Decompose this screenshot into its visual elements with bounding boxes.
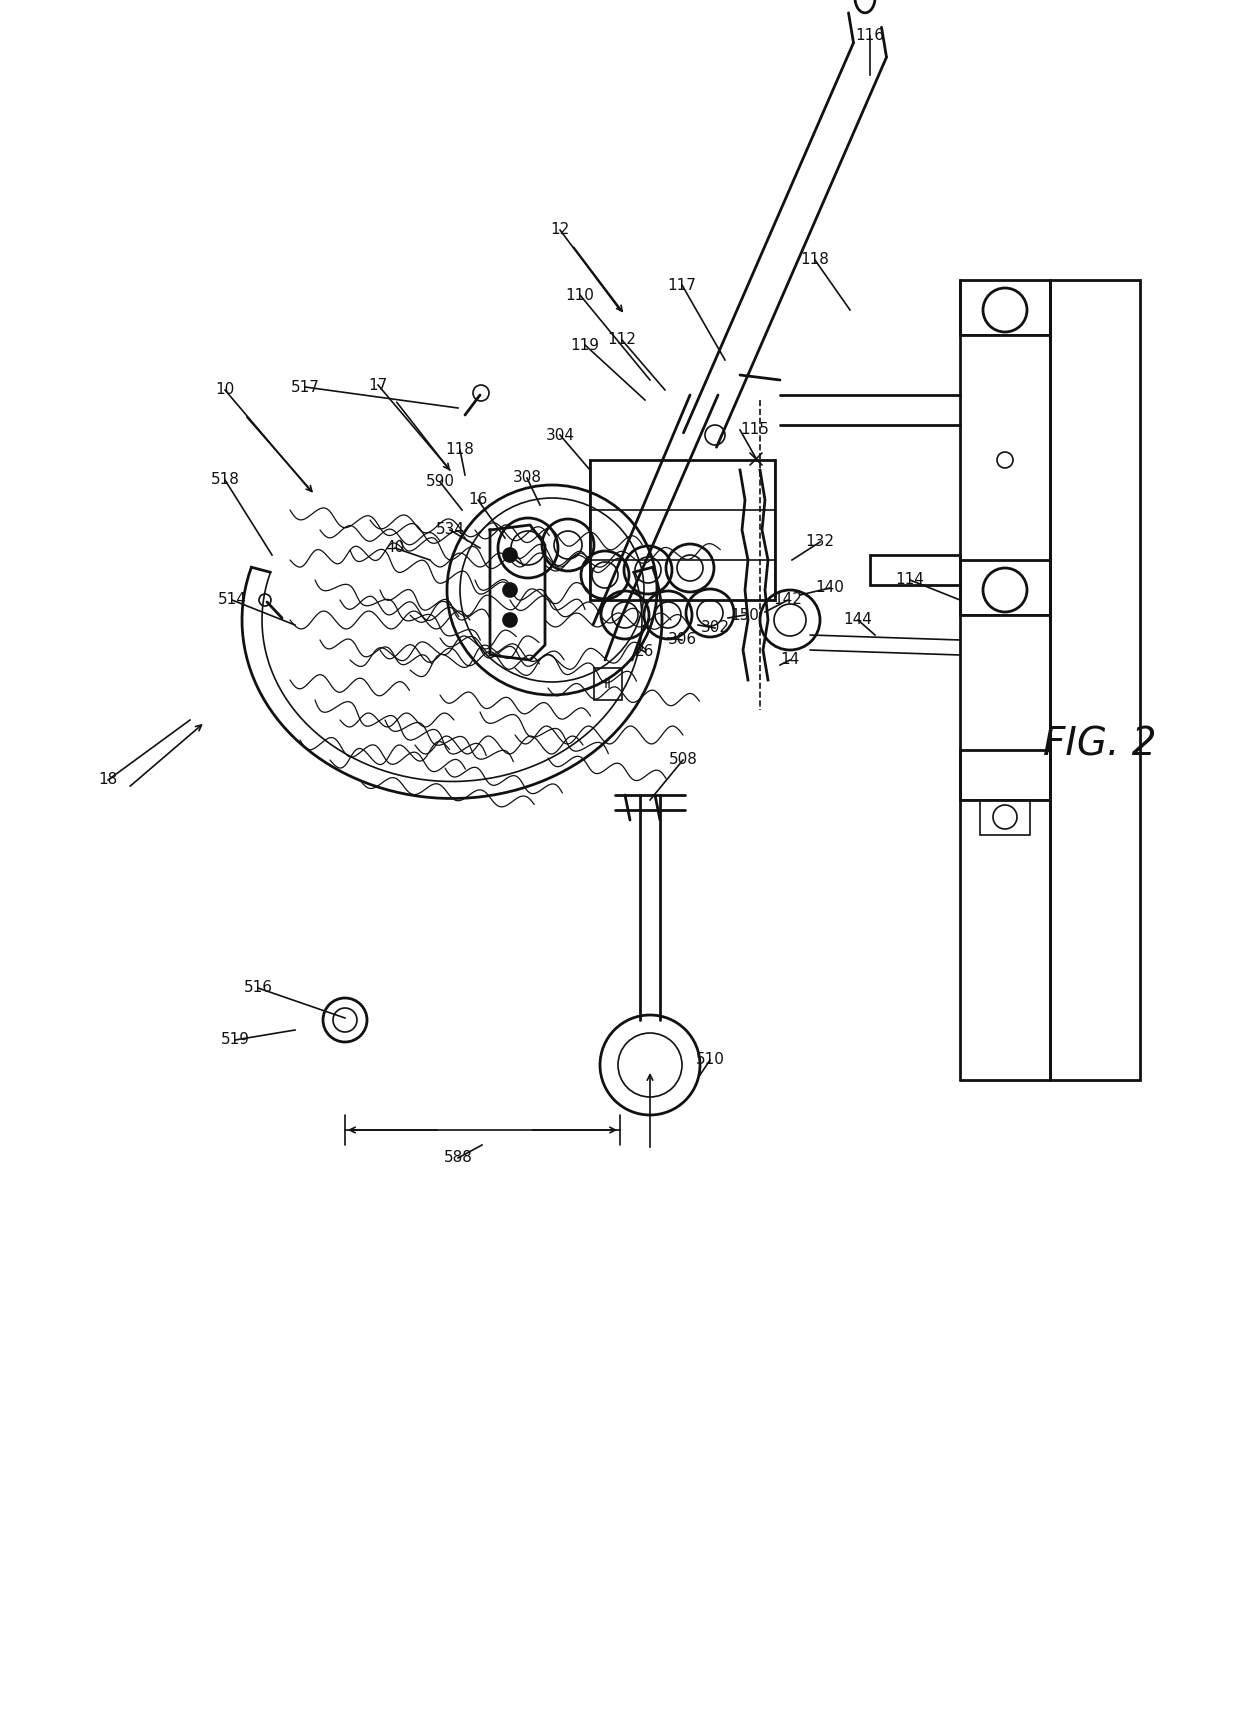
Bar [870,555,960,586]
Circle shape [503,613,517,627]
Text: 40: 40 [386,541,404,555]
Text: 150: 150 [730,608,759,622]
Text: 590: 590 [425,474,455,489]
Text: 308: 308 [512,470,542,486]
Text: 140: 140 [816,581,844,596]
Text: 132: 132 [806,534,835,550]
Text: 12: 12 [551,222,569,238]
Text: 119: 119 [570,338,599,353]
Text: FIG. 2: FIG. 2 [1043,725,1157,763]
Text: 306: 306 [667,632,697,648]
Text: 110: 110 [565,288,594,303]
Text: 144: 144 [843,612,873,627]
Text: 517: 517 [290,379,320,395]
Text: 519: 519 [221,1032,249,1048]
Text: 16: 16 [469,493,487,508]
Text: 26: 26 [635,644,655,660]
Text: 117: 117 [667,277,697,293]
Text: 534: 534 [435,522,465,538]
Bar [980,799,1030,836]
Text: 18: 18 [98,772,118,787]
Bar [590,460,775,600]
Text: 518: 518 [211,472,239,488]
Text: 510: 510 [696,1053,724,1068]
Bar [960,560,1050,615]
Text: 588: 588 [444,1151,472,1165]
Text: 142: 142 [774,593,802,608]
Text: 508: 508 [668,753,697,767]
Bar [594,669,622,700]
Text: 304: 304 [546,427,574,443]
Text: 10: 10 [216,383,234,398]
Circle shape [259,594,272,606]
Text: 118: 118 [445,443,475,458]
Text: 116: 116 [856,29,884,43]
Circle shape [503,548,517,562]
Circle shape [503,582,517,596]
Text: 112: 112 [608,333,636,348]
Text: 114: 114 [895,572,925,588]
Text: 118: 118 [801,253,830,267]
Bar [960,281,1050,334]
Text: 14: 14 [780,653,800,667]
Bar [960,750,1050,799]
Text: 115: 115 [740,422,769,438]
Text: 17: 17 [368,377,388,393]
Text: II: II [604,677,613,691]
Text: 302: 302 [701,620,729,636]
Text: 516: 516 [243,980,273,996]
Bar [1050,281,1140,1080]
Text: 514: 514 [217,593,247,608]
